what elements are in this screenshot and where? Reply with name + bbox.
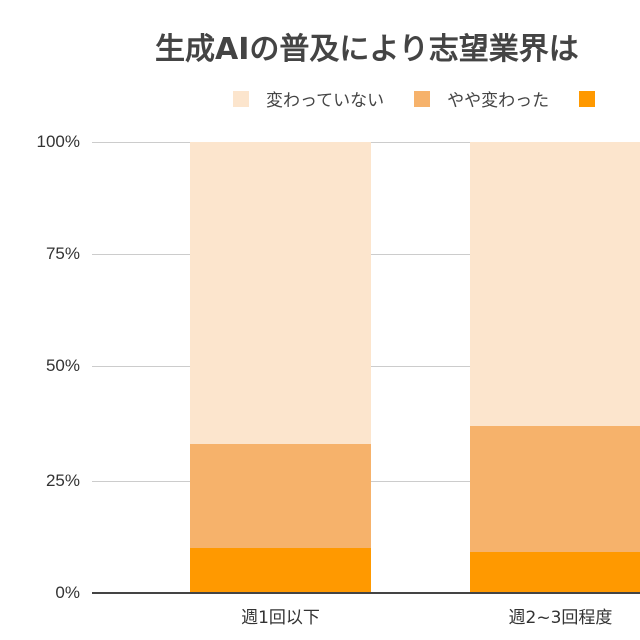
x-axis-baseline <box>92 592 640 594</box>
legend-item-changed[interactable] <box>579 90 612 107</box>
chart-title: 生成AIの普及により志望業界は <box>155 32 579 67</box>
y-tick-label: 25% <box>45 471 80 490</box>
x-tick-label: 週1回以下 <box>241 608 320 628</box>
bar-segment[interactable] <box>470 426 640 553</box>
bar-segment[interactable] <box>190 142 371 445</box>
bar-segment[interactable] <box>470 552 640 593</box>
bar-segment[interactable] <box>470 142 640 427</box>
legend-item-somewhat-changed[interactable]: やや変わった <box>414 86 549 111</box>
bar-weekly-2-3-times[interactable] <box>470 142 640 593</box>
legend-label: 変わっていない <box>266 91 385 111</box>
bar-segment[interactable] <box>190 547 371 593</box>
legend-swatch-icon <box>579 90 596 107</box>
chart-legend: 変わっていない やや変わった <box>233 86 640 111</box>
legend-swatch-icon <box>233 90 249 107</box>
legend-item-unchanged[interactable]: 変わっていない <box>233 86 384 111</box>
bar-weekly-once-or-less[interactable] <box>190 142 371 593</box>
y-tick-label: 75% <box>45 244 80 263</box>
y-tick-label: 50% <box>45 356 80 375</box>
y-tick-label: 0% <box>55 583 80 602</box>
x-tick-label: 週2~3回程度 <box>508 608 613 628</box>
bar-segment[interactable] <box>190 444 371 548</box>
y-tick-label: 100% <box>36 132 80 151</box>
legend-label: やや変わった <box>447 91 550 111</box>
legend-swatch-icon <box>414 90 431 107</box>
